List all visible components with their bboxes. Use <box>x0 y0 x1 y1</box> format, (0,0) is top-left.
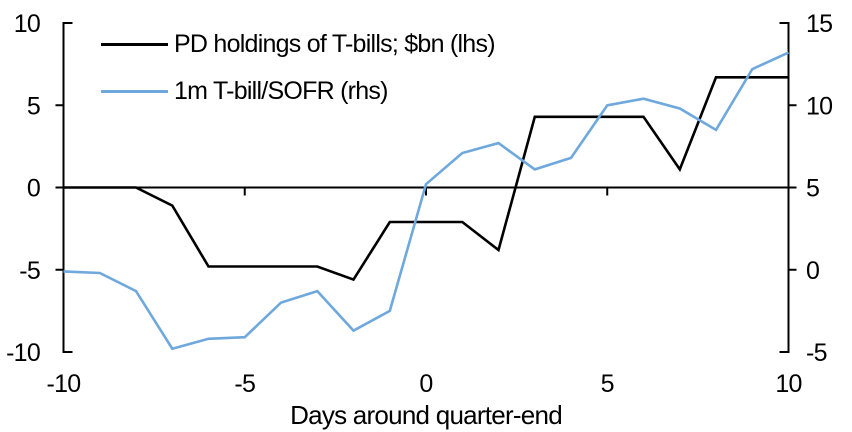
legend-label-tbill-sofr: 1m T-bill/SOFR (rhs) <box>174 77 388 105</box>
legend-item-tbill-sofr: 1m T-bill/SOFR (rhs) <box>101 77 495 105</box>
series-lines <box>63 51 790 351</box>
right-axis-tick-label: 15 <box>806 10 832 38</box>
left-axis-tick-label: 5 <box>27 92 40 120</box>
legend-line-swatch-blue <box>101 90 168 93</box>
tick-labels: 10 5 0 -5 -10 15 10 5 0 -5 -10 -5 0 5 10 <box>6 10 833 398</box>
x-axis-tick-label: 0 <box>419 370 432 398</box>
x-axis-tick-label: -10 <box>47 370 81 398</box>
x-axis-tick-label: 5 <box>601 370 614 398</box>
right-axis-tick-label: 0 <box>806 257 819 285</box>
right-axis-tick-label: 5 <box>806 175 819 203</box>
left-axis-tick-label: -10 <box>6 339 40 367</box>
x-axis-tick-label: 10 <box>775 370 801 398</box>
left-axis-tick-label: 0 <box>27 175 40 203</box>
right-axis-tick-label: 10 <box>806 92 832 120</box>
pd-holdings-line <box>63 76 789 282</box>
legend: PD holdings of T-bills; $bn (lhs) 1m T-b… <box>101 30 496 105</box>
x-axis-tick-label: -5 <box>234 370 255 398</box>
left-axis-tick-label: -5 <box>19 257 40 285</box>
x-axis-title: Days around quarter-end <box>290 400 562 430</box>
left-axis-tick-label: 10 <box>14 10 40 38</box>
tbill-sofr-line <box>63 51 790 351</box>
legend-label-pd-holdings: PD holdings of T-bills; $bn (lhs) <box>174 30 496 58</box>
legend-item-pd-holdings: PD holdings of T-bills; $bn (lhs) <box>101 30 496 58</box>
legend-line-swatch-black <box>101 43 168 46</box>
right-axis-tick-label: -5 <box>806 339 827 367</box>
